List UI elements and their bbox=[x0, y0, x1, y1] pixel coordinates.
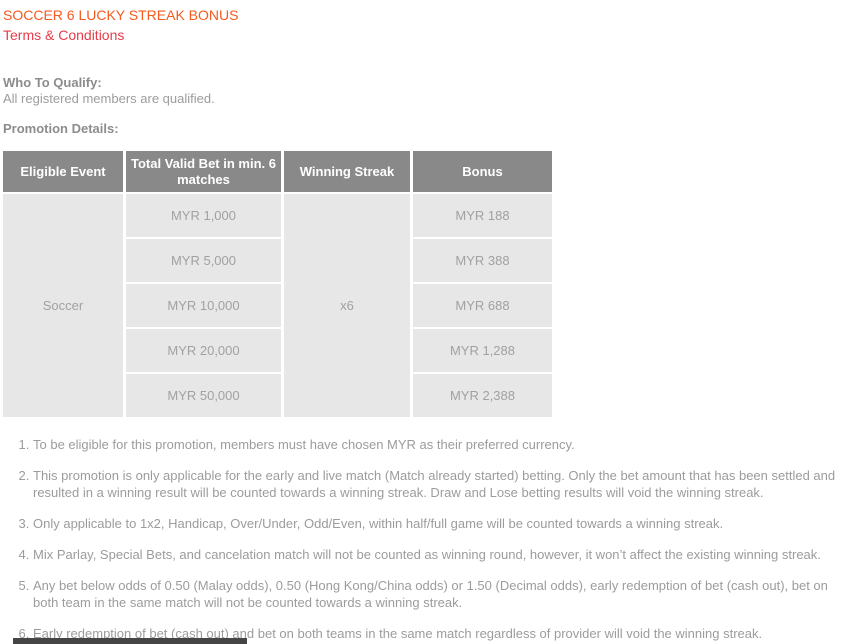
table-row: MYR 20,000 MYR 1,288 bbox=[3, 329, 552, 372]
table-row: MYR 5,000 MYR 388 bbox=[3, 239, 552, 282]
bonus-cell: MYR 188 bbox=[413, 194, 552, 237]
bet-cell: MYR 1,000 bbox=[126, 194, 281, 237]
who-to-qualify-heading: Who To Qualify: bbox=[3, 75, 102, 90]
col-header-total-valid-bet: Total Valid Bet in min. 6 matches bbox=[126, 151, 281, 192]
bonus-table: Eligible Event Total Valid Bet in min. 6… bbox=[0, 149, 555, 419]
table-row: Soccer MYR 1,000 x6 MYR 188 bbox=[3, 194, 552, 417]
term-item: Mix Parlay, Special Bets, and cancelatio… bbox=[33, 546, 853, 563]
term-item: To be eligible for this promotion, membe… bbox=[33, 436, 853, 453]
term-item: Only applicable to 1x2, Handicap, Over/U… bbox=[33, 515, 853, 532]
bonus-cell: MYR 1,288 bbox=[413, 329, 552, 372]
winning-streak-cell: x6 bbox=[284, 194, 410, 417]
term-item: Any bet below odds of 0.50 (Malay odds),… bbox=[33, 577, 853, 611]
term-item: Early redemption of bet (cash out) and b… bbox=[33, 625, 853, 642]
bet-cell: MYR 5,000 bbox=[126, 239, 281, 282]
table-row: MYR 50,000 MYR 2,388 bbox=[3, 374, 552, 417]
who-to-qualify-text: All registered members are qualified. bbox=[3, 91, 215, 106]
table-header-row: Eligible Event Total Valid Bet in min. 6… bbox=[3, 151, 552, 192]
bonus-cell: MYR 388 bbox=[413, 239, 552, 282]
promotion-details-heading: Promotion Details: bbox=[3, 121, 119, 136]
terms-list: To be eligible for this promotion, membe… bbox=[3, 436, 859, 642]
bonus-cell: MYR 2,388 bbox=[413, 374, 552, 417]
eligible-event-cell: Soccer bbox=[3, 194, 123, 417]
cutoff-divider-bar bbox=[13, 638, 247, 644]
term-item: This promotion is only applicable for th… bbox=[33, 467, 853, 501]
bonus-cell: MYR 688 bbox=[413, 284, 552, 327]
page-title: SOCCER 6 LUCKY STREAK BONUS bbox=[3, 7, 239, 23]
table-row: MYR 10,000 MYR 688 bbox=[3, 284, 552, 327]
terms-conditions-link[interactable]: Terms & Conditions bbox=[3, 27, 125, 43]
col-header-eligible-event: Eligible Event bbox=[3, 151, 123, 192]
col-header-bonus: Bonus bbox=[413, 151, 552, 192]
col-header-winning-streak: Winning Streak bbox=[284, 151, 410, 192]
bet-cell: MYR 10,000 bbox=[126, 284, 281, 327]
bet-cell: MYR 50,000 bbox=[126, 374, 281, 417]
bet-cell: MYR 20,000 bbox=[126, 329, 281, 372]
